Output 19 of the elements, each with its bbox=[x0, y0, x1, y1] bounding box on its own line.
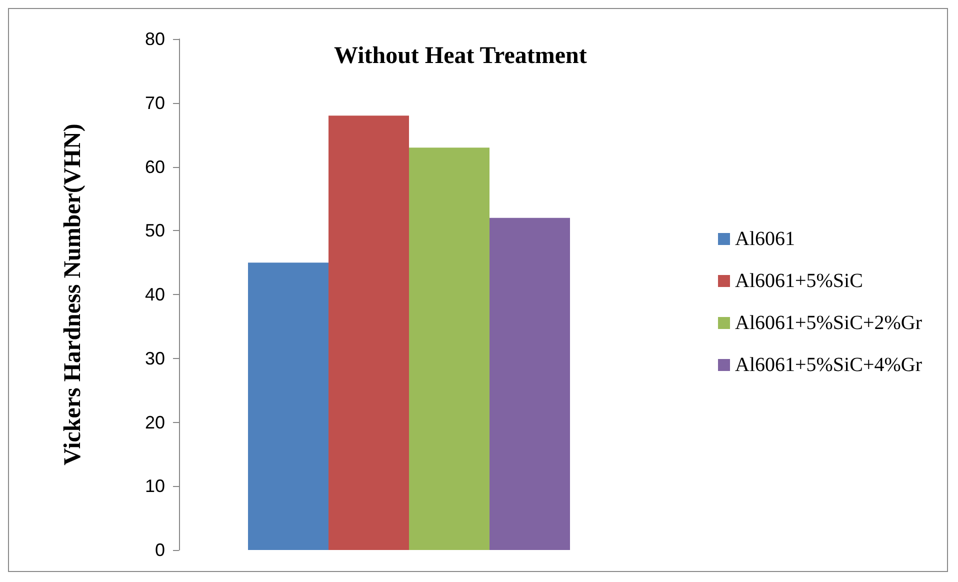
y-tick-label: 0 bbox=[154, 540, 165, 560]
y-tick-label: 70 bbox=[144, 92, 165, 113]
bar bbox=[248, 262, 328, 550]
y-tick-label: 20 bbox=[144, 412, 165, 432]
y-tick-label: 10 bbox=[144, 476, 165, 496]
y-tick-label: 60 bbox=[144, 156, 165, 177]
y-tick-label: 80 bbox=[144, 29, 165, 49]
y-axis-title: Vickers Hardness Number(VHN) bbox=[60, 124, 86, 466]
legend-label: Al6061+5%SiC+4%Gr bbox=[735, 354, 922, 376]
bar bbox=[328, 116, 409, 550]
legend-label: Al6061 bbox=[735, 228, 795, 250]
legend-label: Al6061+5%SiC+2%Gr bbox=[735, 312, 922, 334]
legend-label: Al6061+5%SiC bbox=[735, 270, 863, 292]
bar bbox=[409, 148, 490, 550]
chart-title: Without Heat Treatment bbox=[334, 43, 587, 69]
y-tick-label: 30 bbox=[144, 348, 165, 368]
y-tick-label: 50 bbox=[144, 220, 165, 241]
bar bbox=[490, 218, 570, 550]
y-tick-label: 40 bbox=[144, 284, 165, 304]
